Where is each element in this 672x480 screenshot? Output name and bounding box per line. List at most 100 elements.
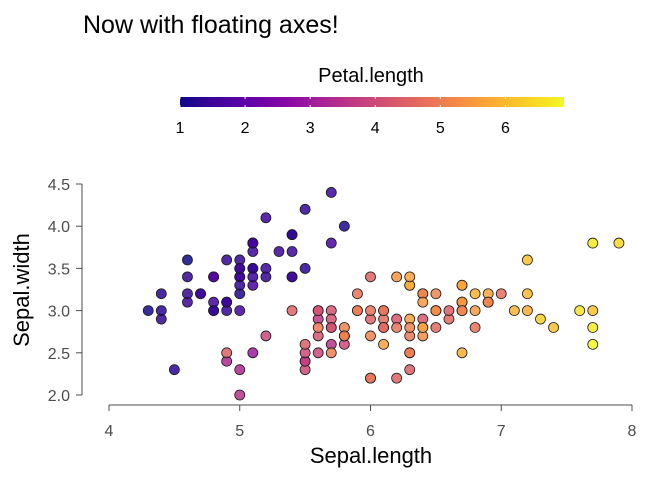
data-point	[495, 288, 507, 300]
data-point	[312, 347, 324, 359]
data-point	[312, 322, 324, 333]
floating-axes: 4 5 6 7 8 2.0 2.5 3.0 3.5 4.0 4.5	[48, 177, 637, 440]
data-point	[469, 322, 481, 333]
data-point	[182, 254, 193, 266]
data-point	[325, 347, 337, 359]
data-point	[430, 288, 442, 300]
data-point	[417, 296, 429, 308]
data-point	[312, 305, 324, 317]
data-point	[587, 322, 599, 333]
y-axis-title: Sepal.width	[9, 233, 34, 347]
data-point	[286, 246, 298, 257]
data-point	[508, 305, 520, 317]
data-point	[522, 305, 533, 317]
data-point	[260, 330, 272, 342]
data-point	[260, 271, 272, 283]
data-point	[273, 246, 285, 257]
data-point	[338, 220, 350, 232]
data-point	[469, 288, 481, 300]
data-point	[535, 313, 546, 325]
legend-ticks: 1 2 3 4 5 6	[176, 97, 510, 137]
legend-tick-label: 5	[436, 120, 445, 137]
y-tick-label: 2.5	[48, 346, 70, 363]
data-point	[195, 288, 206, 300]
data-point	[234, 389, 246, 401]
data-point	[378, 322, 389, 333]
legend-tick-label: 2	[241, 120, 250, 137]
x-tick-label: 7	[497, 423, 506, 440]
y-axis-ticks: 2.0 2.5 3.0 3.5 4.0 4.5	[48, 177, 82, 405]
data-point	[613, 237, 625, 249]
data-point	[365, 271, 376, 283]
data-point	[234, 262, 246, 274]
x-tick-label: 4	[105, 423, 114, 440]
data-point	[404, 364, 416, 376]
x-tick-label: 8	[628, 423, 637, 440]
data-point	[155, 288, 167, 300]
data-point	[378, 338, 389, 350]
data-point	[325, 237, 337, 249]
data-point	[378, 305, 389, 317]
data-point	[221, 347, 233, 359]
data-point	[469, 305, 481, 317]
data-point	[430, 322, 442, 333]
data-point	[522, 288, 533, 300]
legend-tick-label: 1	[176, 120, 185, 137]
x-tick-label: 5	[235, 423, 244, 440]
data-point	[365, 330, 376, 342]
data-point	[352, 288, 363, 300]
data-point	[365, 305, 376, 317]
legend-colorbar	[180, 97, 564, 107]
data-point	[391, 372, 403, 384]
data-point	[365, 372, 376, 384]
data-point	[260, 212, 272, 224]
data-point	[208, 271, 220, 283]
data-point	[234, 305, 246, 317]
data-point	[391, 322, 403, 333]
data-point	[482, 296, 494, 308]
data-point	[456, 347, 468, 359]
legend-tick-label: 4	[371, 120, 380, 137]
data-point	[391, 271, 403, 283]
x-tick-label: 6	[366, 423, 375, 440]
data-point	[182, 271, 193, 283]
data-point	[456, 279, 468, 291]
data-point	[443, 305, 455, 317]
data-point	[456, 305, 468, 317]
data-point	[182, 288, 193, 300]
data-point	[247, 347, 259, 359]
data-point	[286, 271, 298, 283]
data-point	[522, 254, 533, 266]
data-point	[587, 237, 599, 249]
data-point	[299, 338, 311, 350]
data-point	[404, 347, 416, 359]
data-point	[299, 262, 311, 274]
data-point	[155, 305, 167, 317]
data-point	[587, 305, 599, 317]
data-point	[234, 279, 246, 291]
legend-tick-label: 3	[306, 120, 315, 137]
y-tick-label: 4.5	[48, 177, 70, 194]
color-legend: Petal.length 1 2 3 4 5 6	[176, 65, 564, 137]
data-point	[168, 364, 180, 376]
data-point	[587, 338, 599, 350]
data-point	[142, 305, 154, 317]
data-point	[338, 330, 350, 342]
chart-title: Now with floating axes!	[83, 11, 339, 39]
data-point	[417, 322, 429, 333]
data-point	[234, 364, 246, 376]
data-point	[286, 229, 298, 241]
x-axis-ticks: 4 5 6 7 8	[105, 405, 637, 440]
data-point	[325, 187, 337, 198]
data-point	[325, 322, 337, 333]
y-tick-label: 4.0	[48, 219, 70, 236]
legend-title: Petal.length	[318, 65, 424, 87]
data-point	[208, 305, 220, 317]
data-point	[574, 305, 586, 317]
legend-tick-label: 6	[501, 120, 510, 137]
data-point	[299, 203, 311, 215]
data-points	[142, 187, 625, 401]
data-point	[404, 322, 416, 333]
data-point	[286, 305, 298, 317]
